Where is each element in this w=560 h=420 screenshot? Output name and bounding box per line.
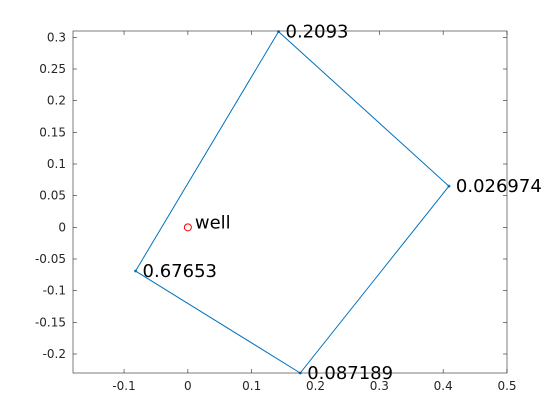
y-tick-label: -0.2 <box>43 347 66 361</box>
x-tick-label: 0.4 <box>434 379 453 393</box>
x-tick-label: 0 <box>184 379 192 393</box>
vertex-label: 0.026974 <box>456 176 542 197</box>
y-tick-label: -0.05 <box>35 252 66 266</box>
vertex-label: 0.087189 <box>307 363 393 384</box>
y-axis: -0.2 -0.15 -0.1 -0.05 0 0.05 0.1 0.15 0.2 0.25 0.3 <box>35 30 507 361</box>
vertex-point <box>134 269 137 273</box>
x-tick-label: 0.2 <box>306 379 325 393</box>
y-tick-label: -0.1 <box>43 284 66 298</box>
y-tick-label: 0.15 <box>39 125 66 139</box>
vertex-point <box>277 30 280 34</box>
well-marker <box>183 223 192 232</box>
vertex-label: 0.2093 <box>286 22 349 43</box>
plot-frame <box>72 30 508 374</box>
y-tick-label: 0.25 <box>39 62 66 76</box>
y-tick-label: 0.2 <box>47 94 66 108</box>
x-tick-label: 0.1 <box>242 379 261 393</box>
vertex-label: 0.67653 <box>143 261 217 282</box>
x-axis: -0.1 0 0.1 0.2 0.3 0.4 0.5 <box>112 31 517 393</box>
vertex-point <box>447 184 451 188</box>
plot-area <box>73 31 507 373</box>
y-tick-label: 0.1 <box>47 157 66 171</box>
y-tick-label: 0.05 <box>39 189 66 203</box>
labels-layer: 0.2093 0.026974 0.087189 0.67653 well <box>143 22 542 384</box>
well-label: well <box>195 212 231 233</box>
y-tick-label: 0 <box>58 220 66 234</box>
x-tick-label: 0.5 <box>497 379 516 393</box>
x-tick-label: -0.1 <box>112 379 135 393</box>
x-tick-label: 0.3 <box>370 379 389 393</box>
y-tick-label: -0.15 <box>35 315 66 329</box>
y-tick-label: 0.3 <box>47 30 66 44</box>
